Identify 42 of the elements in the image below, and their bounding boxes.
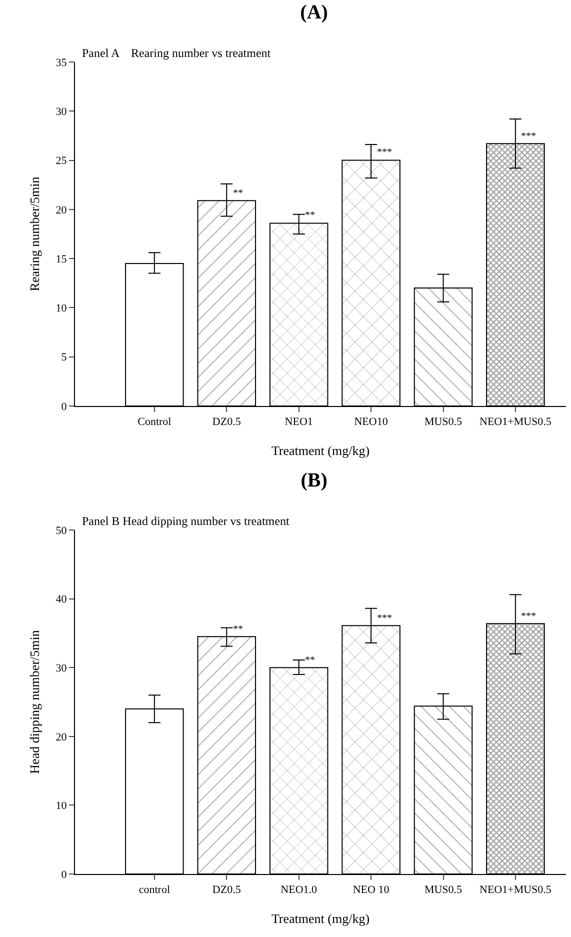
chart-title: (A): [300, 2, 328, 24]
annotation: ***: [521, 611, 536, 622]
annotation: **: [233, 188, 243, 199]
y-tick-label: 10: [56, 800, 68, 812]
chart-subtitle: Panel A Rearing number vs treatment: [82, 46, 272, 60]
y-tick-label: 20: [56, 731, 68, 744]
x-tick-label: NEO1+MUS0.5: [480, 884, 552, 896]
chart-title: (B): [300, 470, 328, 492]
x-tick-label: NEO1: [284, 416, 313, 428]
y-tick-label: 35: [56, 56, 68, 69]
x-axis-title: Treatment (mg/kg): [271, 911, 370, 926]
y-tick-label: 40: [56, 594, 68, 606]
chart-subtitle: Panel B Head dipping number vs treatment: [82, 514, 290, 528]
x-tick-label: control: [138, 884, 170, 896]
y-axis-title: Head dipping number/5min: [27, 630, 42, 774]
y-tick-label: 5: [61, 352, 68, 364]
annotation: ***: [377, 147, 392, 158]
y-tick-label: 30: [56, 662, 68, 674]
y-tick-label: 0: [61, 868, 68, 881]
annotation: **: [233, 624, 243, 635]
y-tick-label: 20: [56, 204, 68, 216]
x-tick-label: DZ0.5: [212, 884, 242, 896]
annotation: **: [305, 655, 315, 666]
x-tick-label: NEO1+MUS0.5: [480, 416, 552, 428]
y-axis-title: Rearing number/5min: [27, 176, 42, 292]
y-tick-label: 30: [56, 106, 68, 118]
y-tick-label: 25: [56, 155, 68, 168]
x-tick-label: Control: [138, 416, 172, 428]
x-tick-label: MUS0.5: [424, 416, 463, 428]
annotation: ***: [521, 131, 536, 142]
x-tick-label: NEO10: [354, 416, 388, 428]
y-tick-label: 0: [61, 400, 68, 413]
y-tick-label: 15: [56, 253, 68, 266]
y-tick-label: 50: [56, 524, 68, 537]
y-tick-label: 10: [56, 302, 68, 315]
x-tick-label: MUS0.5: [424, 884, 463, 896]
x-tick-label: NEO 10: [352, 884, 390, 896]
annotation: **: [305, 210, 315, 221]
x-tick-label: NEO1.0: [280, 884, 318, 896]
x-tick-label: DZ0.5: [212, 416, 242, 428]
x-axis-title: Treatment (mg/kg): [271, 443, 370, 458]
annotation: ***: [377, 613, 392, 624]
